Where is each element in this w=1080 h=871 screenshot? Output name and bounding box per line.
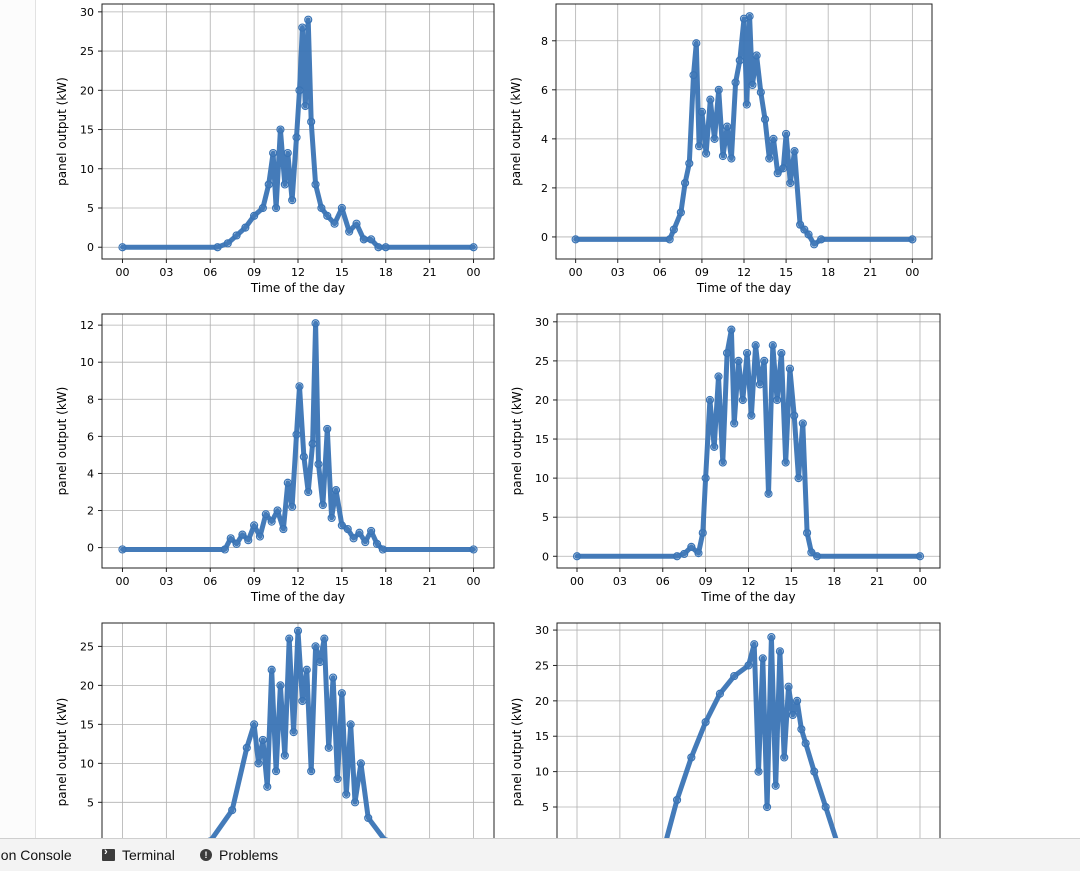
left-gutter: [0, 0, 36, 838]
chart-group: 5 10 15 20 25 30 panel output (kW): [510, 623, 940, 838]
tab-problems[interactable]: ! Problems: [200, 839, 278, 871]
y-tick-label: 15: [535, 730, 549, 743]
y-tick-label: 10: [535, 766, 549, 779]
tab-python-console-label: non Console: [0, 847, 72, 863]
y-axis-label: panel output (kW): [510, 698, 524, 807]
y-tick-label: 20: [535, 695, 549, 708]
y-tick-label: 25: [535, 659, 549, 672]
tab-terminal[interactable]: Terminal: [102, 839, 175, 871]
tab-python-console[interactable]: non Console: [0, 839, 72, 871]
bottom-panel-tabs: non Console Terminal ! Problems: [0, 838, 1080, 871]
y-tick-label: 5: [542, 801, 549, 814]
tab-problems-label: Problems: [219, 847, 278, 863]
problems-icon: !: [200, 849, 212, 861]
terminal-icon: [102, 849, 115, 861]
chart-panel-6: 5 10 15 20 25 30 panel output (kW): [36, 0, 1080, 838]
y-tick-label: 30: [535, 624, 549, 637]
tab-terminal-label: Terminal: [122, 847, 175, 863]
